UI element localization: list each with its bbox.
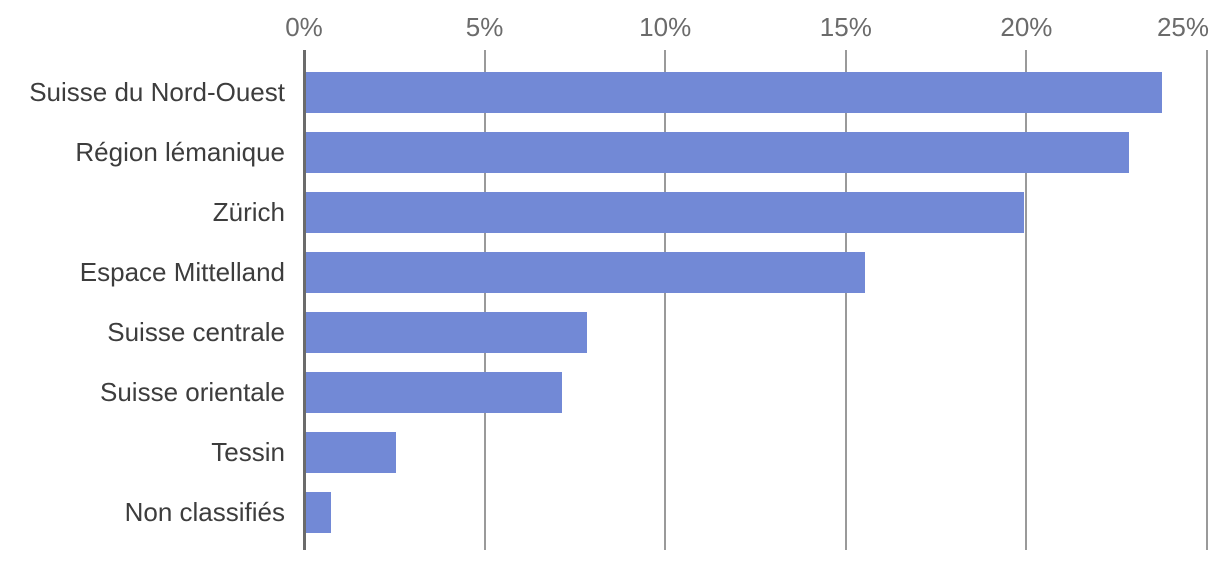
- category-label: Suisse orientale: [100, 377, 285, 407]
- gridline: [844, 50, 847, 550]
- category-label: Espace Mittelland: [79, 257, 285, 287]
- gridline: [664, 50, 667, 550]
- category-label: Suisse centrale: [107, 317, 285, 347]
- bar: [305, 432, 396, 473]
- x-tick-label: 10%: [639, 12, 692, 42]
- category-label: Non classifiés: [124, 497, 285, 527]
- gridline: [1206, 50, 1208, 550]
- bar: [305, 372, 562, 413]
- zero-axis-line: [303, 50, 306, 550]
- x-tick-label: 15%: [819, 12, 872, 42]
- category-label: Suisse du Nord-Ouest: [29, 77, 285, 107]
- bar: [305, 312, 588, 353]
- plot-area: Suisse du Nord-Ouest Région lémanique Züri…: [0, 50, 1220, 550]
- bar: [305, 132, 1130, 173]
- gridline: [483, 50, 486, 550]
- x-tick-label: 5%: [465, 12, 504, 42]
- x-tick-label: 20%: [1000, 12, 1053, 42]
- bar: [305, 492, 331, 533]
- x-tick-label: 25%: [1156, 12, 1209, 42]
- category-label: Zürich: [212, 197, 285, 227]
- bar: [305, 252, 866, 293]
- gridline: [1025, 50, 1028, 550]
- category-label: Région lémanique: [75, 137, 285, 167]
- bar: [305, 192, 1025, 233]
- x-tick-label: 0%: [285, 12, 323, 42]
- bar: [305, 72, 1162, 113]
- category-label: Tessin: [211, 437, 285, 467]
